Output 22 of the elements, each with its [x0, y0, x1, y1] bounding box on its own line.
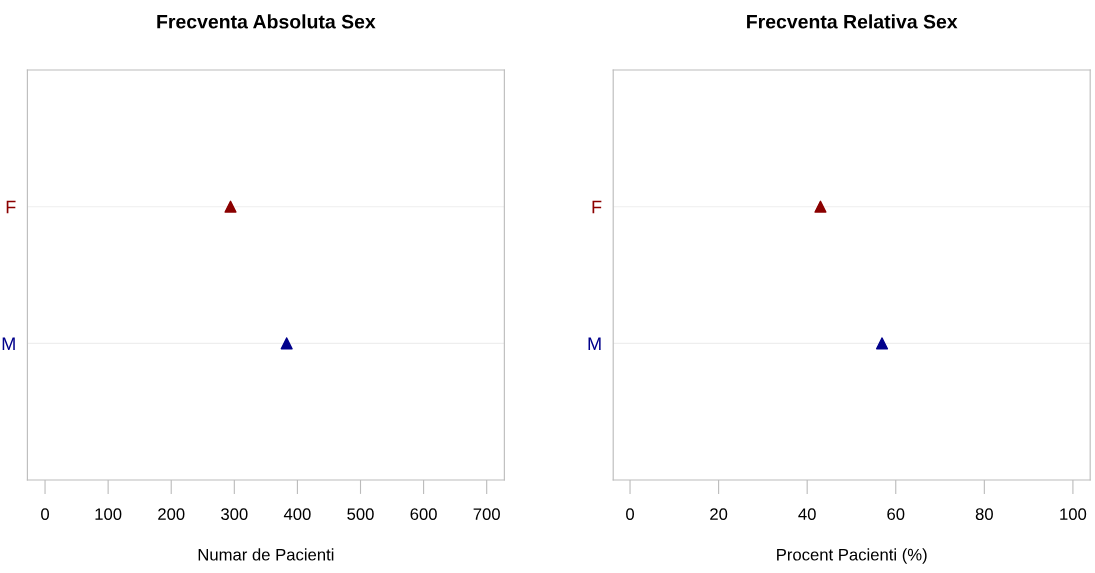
x-tick-label: 20 [710, 508, 728, 521]
x-tick-label: 200 [158, 508, 185, 521]
x-tick-label: 500 [347, 508, 374, 521]
x-tick-label: 100 [95, 508, 122, 521]
x-axis-title: Numar de Pacienti [198, 548, 334, 561]
x-tick-label: 40 [798, 508, 816, 521]
x-tick-label: 700 [473, 508, 500, 521]
x-tick-label: 0 [41, 508, 50, 521]
x-tick-label: 60 [887, 508, 905, 521]
y-tick-label: M [588, 337, 601, 350]
chart-title: Frecventa Relativa Sex [747, 14, 958, 29]
x-tick-label: 300 [221, 508, 248, 521]
x-tick-label: 400 [283, 508, 311, 521]
x-tick-label: 80 [975, 508, 993, 521]
x-tick-label: 0 [626, 508, 635, 521]
y-tick-label: F [6, 200, 16, 214]
x-tick-label: 100 [1060, 508, 1087, 521]
x-axis-title: Procent Pacienti (%) [777, 548, 927, 564]
y-tick-label: F [592, 200, 602, 214]
y-tick-label: M [2, 337, 15, 350]
x-tick-label: 600 [410, 508, 437, 521]
chart-title: Frecventa Absoluta Sex [157, 14, 376, 29]
